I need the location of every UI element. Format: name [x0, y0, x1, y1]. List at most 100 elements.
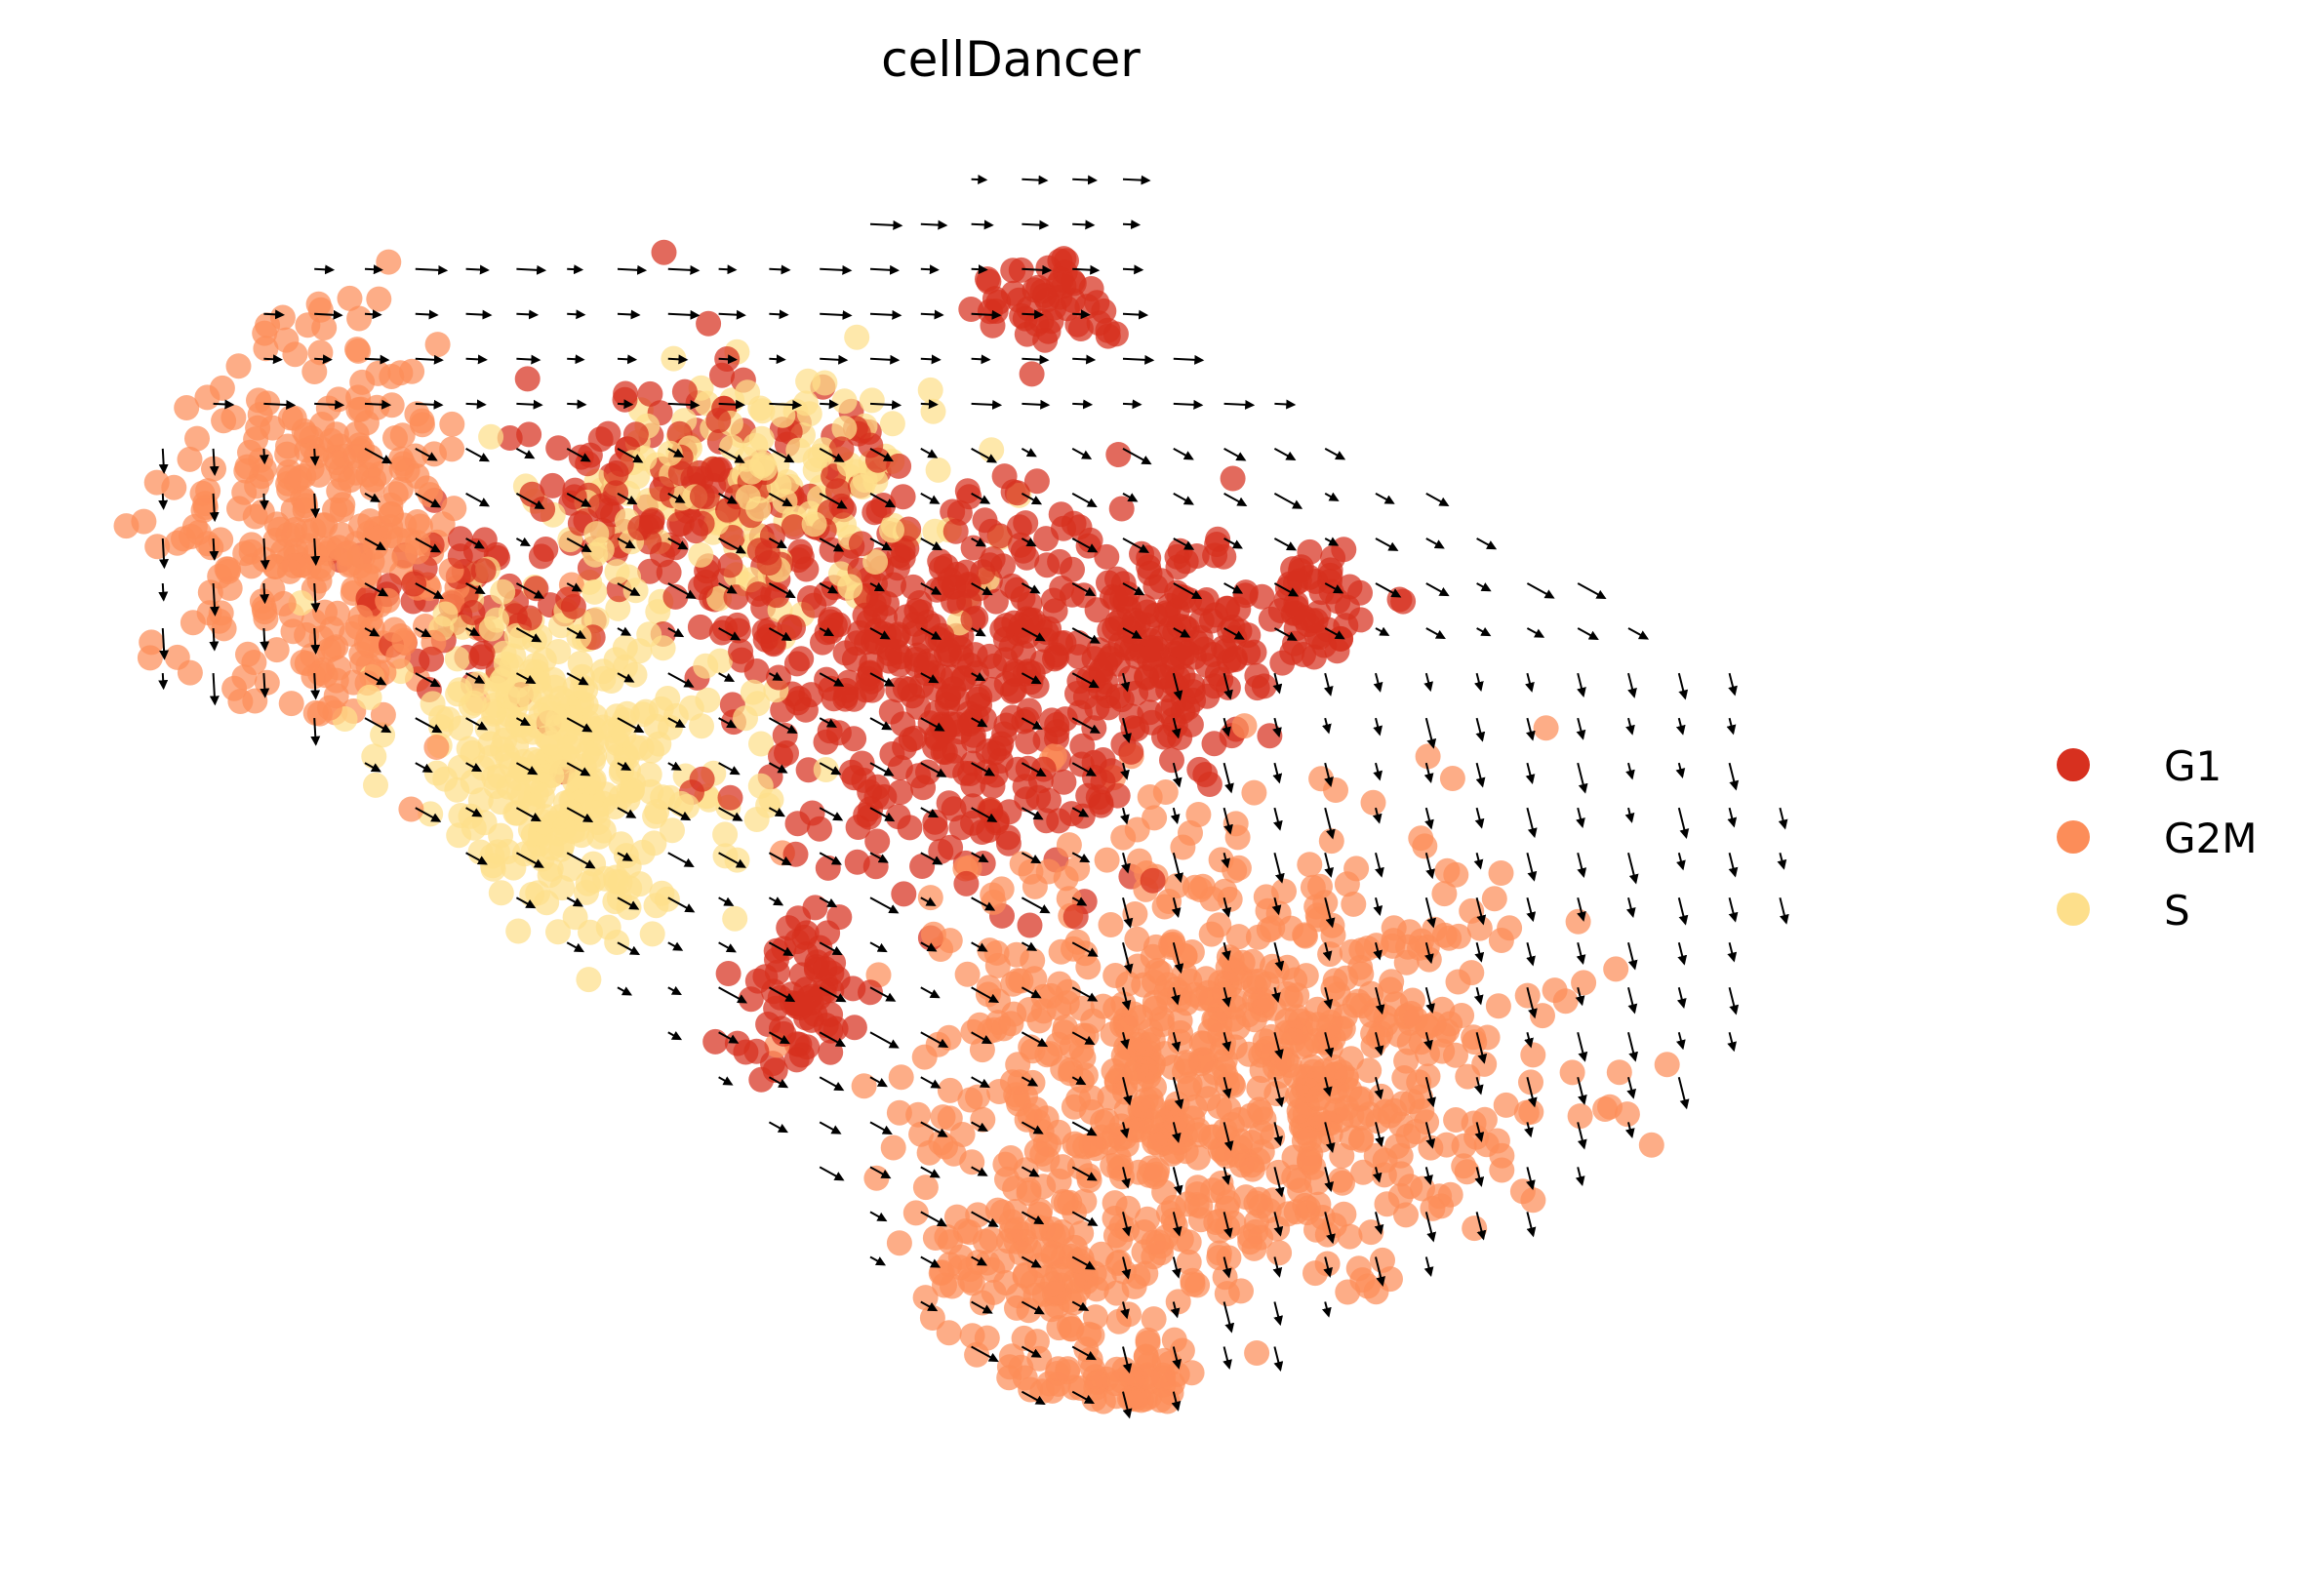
cell-point-g2m: [886, 1099, 912, 1126]
velocity-arrow: [971, 264, 988, 275]
velocity-arrow: [1222, 807, 1233, 835]
velocity-arrow: [566, 762, 591, 777]
velocity-arrow: [1526, 1077, 1538, 1108]
cell-point-g1: [1081, 715, 1107, 741]
velocity-arrow: [465, 264, 490, 275]
velocity-arrow: [1222, 672, 1233, 700]
cell-point-g2m: [1489, 1157, 1515, 1183]
cell-point-g1: [844, 849, 870, 875]
cell-point-g2m: [302, 699, 329, 726]
cell-point-g2m: [863, 1165, 890, 1191]
velocity-arrow: [1273, 493, 1303, 509]
velocity-arrow: [667, 354, 689, 365]
velocity-arrow: [1677, 941, 1688, 966]
cell-point-g2m: [1055, 978, 1081, 1005]
cell-point-g2m: [337, 285, 363, 311]
cell-point-g1: [814, 666, 840, 693]
velocity-arrow: [869, 762, 895, 777]
cell-point-g2m: [1213, 1063, 1239, 1090]
cell-point-g1: [902, 619, 928, 646]
velocity-arrow: [1728, 987, 1740, 1016]
velocity-arrow: [819, 582, 839, 594]
cell-point-g1: [1225, 596, 1252, 622]
cell-point-g1: [864, 774, 891, 800]
velocity-arrow: [1323, 672, 1334, 697]
velocity-arrow: [1173, 582, 1203, 600]
velocity-arrow: [1473, 987, 1484, 1006]
velocity-arrow: [1675, 762, 1686, 778]
cell-point-g2m: [930, 1104, 956, 1131]
cell-point-s: [519, 882, 545, 907]
cell-point-g2m: [190, 498, 217, 524]
cell-point-g2m: [1412, 833, 1438, 859]
velocity-arrow: [1576, 941, 1586, 966]
cell-point-g1: [856, 665, 882, 692]
velocity-arrow: [209, 493, 220, 523]
cell-point-g2m: [273, 327, 300, 353]
cell-point-g2m: [1214, 1281, 1240, 1307]
velocity-arrow: [415, 538, 442, 553]
velocity-arrow: [260, 582, 270, 605]
velocity-arrow: [1222, 1301, 1235, 1334]
cell-point-g1: [784, 690, 811, 716]
velocity-arrow: [971, 448, 998, 463]
cell-point-s: [581, 851, 607, 877]
cell-point-s: [490, 578, 516, 605]
velocity-arrow: [1324, 896, 1336, 929]
velocity-arrow: [667, 582, 697, 599]
velocity-arrow: [364, 672, 387, 686]
cell-point-g1: [560, 593, 586, 619]
velocity-arrow: [1120, 762, 1130, 780]
cell-point-g2m: [164, 644, 190, 670]
velocity-arrow: [1071, 1075, 1087, 1086]
velocity-arrow: [869, 1121, 893, 1135]
cell-point-g1: [1067, 316, 1094, 341]
cell-point-g2m: [1162, 1138, 1187, 1165]
velocity-arrow: [158, 673, 169, 691]
velocity-arrow: [1122, 538, 1150, 553]
cell-point-g2m: [237, 439, 262, 465]
velocity-arrow: [1222, 896, 1232, 918]
cell-point-g2m: [1018, 858, 1044, 885]
velocity-arrow: [819, 538, 845, 552]
cell-point-g1: [1325, 588, 1351, 615]
velocity-arrow: [314, 399, 345, 410]
cell-point-s: [879, 517, 904, 543]
velocity-arrow: [768, 1121, 788, 1134]
velocity-arrow: [465, 672, 486, 684]
velocity-arrow: [158, 493, 169, 510]
cell-point-g2m: [1076, 1321, 1102, 1347]
cell-point-g2m: [1320, 922, 1346, 948]
velocity-arrow: [1575, 987, 1585, 1007]
cell-point-g1: [891, 881, 917, 907]
cell-point-g1: [781, 514, 807, 540]
velocity-arrow: [1223, 493, 1248, 506]
cell-point-g1: [1317, 562, 1343, 588]
cell-point-g2m: [1008, 1354, 1034, 1380]
velocity-arrow: [1021, 1211, 1045, 1225]
cell-point-s: [505, 918, 532, 944]
cell-point-g1: [1118, 738, 1144, 765]
velocity-arrow: [1526, 987, 1538, 1019]
velocity-arrow: [971, 717, 988, 728]
velocity-arrow: [1021, 448, 1037, 458]
cell-point-g1: [702, 1028, 729, 1055]
velocity-arrow: [1122, 448, 1152, 465]
cell-point-g1: [878, 698, 904, 725]
cell-point-g2m: [1222, 811, 1249, 837]
velocity-arrow: [1324, 492, 1340, 501]
velocity-arrow: [869, 1076, 888, 1088]
cell-point-s: [917, 377, 943, 403]
velocity-arrow: [1324, 762, 1334, 787]
cell-point-g1: [1124, 644, 1150, 669]
cell-point-s: [608, 831, 634, 857]
velocity-arrow: [768, 762, 788, 774]
cell-point-g1: [1013, 510, 1039, 537]
velocity-arrow: [869, 1211, 888, 1222]
cell-point-g2m: [216, 556, 242, 582]
cell-point-s: [641, 830, 667, 856]
velocity-arrow: [1122, 1077, 1133, 1106]
cell-point-g2m: [947, 1254, 974, 1281]
velocity-arrow: [920, 1211, 947, 1227]
cell-point-g1: [1020, 607, 1046, 633]
